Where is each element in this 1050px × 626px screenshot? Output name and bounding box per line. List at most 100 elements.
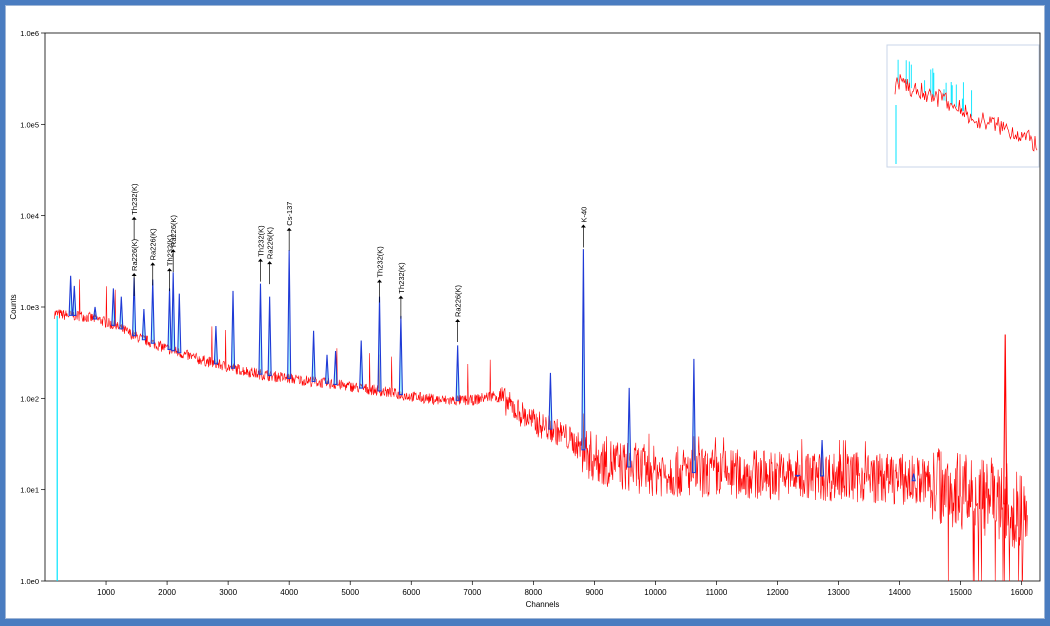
x-tick-label: 16000: [1011, 588, 1034, 597]
y-tick-label: 1.0e5: [20, 120, 39, 129]
spectrum-peak: [455, 345, 460, 401]
spectrum-peak: [132, 277, 137, 337]
annotation-marker: [131, 272, 137, 276]
spectrum-peak: [333, 350, 338, 385]
annotation-marker: [286, 227, 292, 231]
spectrum-peak: [177, 293, 182, 354]
x-tick-label: 11000: [706, 588, 728, 597]
annotation-label: K-40: [579, 207, 588, 223]
spectrum-peak: [359, 340, 364, 389]
peak-annotations: Ra226(K)Th232(K)Ra226(K) Th232(K)Ra226(K)…: [130, 183, 588, 343]
x-tick-label: 4000: [280, 588, 298, 597]
peak-annotation: Th232(K): [256, 225, 265, 282]
annotation-label: Th232(K): [130, 183, 139, 215]
spectrum-peak: [819, 439, 825, 477]
x-tick-label: 7000: [463, 588, 481, 597]
y-tick-label: 1.0e0: [20, 577, 39, 586]
peak-annotation: Th232(K): [130, 183, 139, 240]
annotation-label: Th232(K): [376, 246, 385, 278]
annotation-label: Ra226(K): [130, 238, 139, 271]
spectrum-peak: [691, 358, 696, 474]
spectrum-peak: [171, 272, 176, 352]
spectrum-peak: [141, 309, 146, 341]
peak-annotation: Ra226(K): [454, 284, 463, 343]
y-tick-label: 1.0e4: [20, 212, 39, 221]
spectrum-peak: [627, 387, 632, 468]
annotation-label: Ra226(K): [149, 228, 158, 261]
spectrum-peak: [72, 285, 77, 317]
spectrum-peak: [167, 288, 172, 351]
x-tick-label: 12000: [766, 588, 789, 597]
spectrum-peak: [794, 474, 802, 477]
annotation-marker: [150, 262, 156, 266]
y-tick-label: 1.0e3: [20, 303, 39, 312]
spectrum-peak: [92, 306, 98, 320]
inset-peaks: [897, 59, 973, 117]
spectrum-peak: [1003, 334, 1008, 505]
spectrum-series: [53, 279, 1028, 582]
x-tick-label: 3000: [219, 588, 237, 597]
spectrum-peak: [258, 283, 263, 375]
peak-annotation: Ra226(K): [169, 214, 178, 273]
spectrum-peak: [111, 288, 116, 326]
y-tick-label: 1.0e2: [20, 394, 39, 403]
spectrum-chart: 1000 2000 3000 4000 5000 6000 7000 8000 9000 1000…: [9, 29, 1041, 609]
annotation-label: Th232(K): [397, 262, 406, 294]
x-tick-label: 2000: [158, 588, 176, 597]
inset-spectrum-line: [894, 74, 1038, 152]
spectrum-peak: [287, 250, 292, 380]
spectrum-peak: [581, 249, 586, 451]
peak-annotation: Ra226(K): [149, 228, 158, 286]
x-tick-label: 15000: [950, 588, 973, 597]
annotation-marker: [377, 279, 383, 283]
annotation-label: Ra226(K): [266, 227, 275, 260]
y-axis-label: Counts: [9, 294, 18, 319]
annotation-marker: [267, 261, 273, 265]
annotation-marker: [170, 249, 176, 253]
annotation-marker: [131, 216, 137, 220]
chart-frame: 1000 2000 3000 4000 5000 6000 7000 8000 9000 1000…: [5, 5, 1045, 619]
peak-annotation: Ra226(K): [266, 227, 275, 285]
spectrum-peak: [311, 330, 316, 383]
peak-annotation: Th232(K): [376, 246, 385, 303]
spectrum-peak: [911, 473, 916, 482]
x-axis-label: Channels: [526, 600, 560, 609]
spectrum-peak: [68, 275, 73, 316]
axes: 1000 2000 3000 4000 5000 6000 7000 8000 9000 1000…: [20, 29, 1041, 597]
peak-annotation: Th232(K): [166, 234, 175, 292]
spectrum-peak: [398, 315, 403, 396]
annotation-label: Th232(K): [256, 225, 265, 257]
overview-inset: [886, 44, 1040, 168]
spectrum-peak: [324, 354, 330, 384]
x-tick-label: 8000: [524, 588, 542, 597]
x-tick-label: 1000: [97, 588, 115, 597]
peak-series: [68, 249, 1008, 505]
spectrum-peak: [548, 372, 553, 430]
peak-annotation: Cs-137: [285, 202, 294, 251]
measured-spectrum-line: [53, 279, 1028, 582]
annotation-marker: [167, 268, 173, 272]
annotation-marker: [257, 258, 263, 262]
x-tick-label: 14000: [888, 588, 911, 597]
x-tick-label: 6000: [402, 588, 420, 597]
spectrum-peak: [377, 296, 382, 392]
peak-annotation: K-40: [579, 207, 588, 248]
spectrum-peak: [267, 296, 272, 377]
annotation-label: Ra226(K): [169, 214, 178, 247]
annotation-marker: [398, 295, 404, 299]
annotation-label: Ra226(K): [454, 284, 463, 317]
x-tick-label: 10000: [644, 588, 667, 597]
spectrum-peak: [230, 290, 236, 369]
y-tick-label: 1.0e1: [20, 486, 39, 495]
annotation-label: Th232(K): [166, 234, 175, 266]
spectrum-peak: [119, 296, 124, 330]
annotation-marker: [580, 224, 586, 228]
peak-annotation: Th232(K): [397, 262, 406, 319]
spectrum-peak: [150, 279, 155, 344]
x-tick-label: 13000: [827, 588, 850, 597]
peak-annotation: Ra226(K): [130, 238, 139, 296]
x-tick-label: 5000: [341, 588, 359, 597]
x-tick-label: 9000: [585, 588, 603, 597]
annotation-label: Cs-137: [285, 202, 294, 226]
annotation-marker: [455, 319, 461, 323]
